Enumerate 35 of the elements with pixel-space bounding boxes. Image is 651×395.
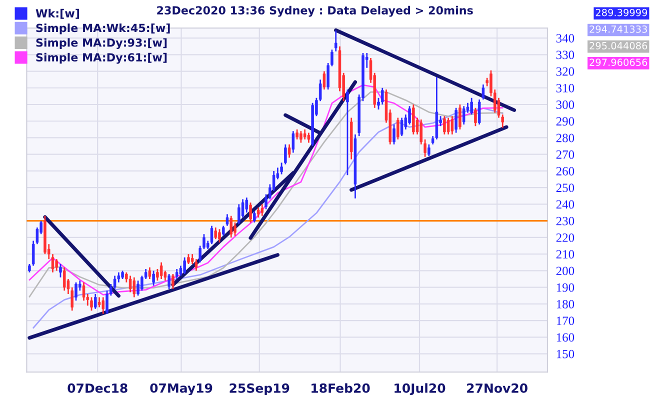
x-tick-label: 07Dec18 <box>68 383 128 393</box>
y-tick-label: 230 <box>556 216 574 226</box>
legend-label: Simple MA:Dy:93:[w] <box>36 38 167 50</box>
y-tick-label: 160 <box>556 333 574 342</box>
x-tick-label: 07May19 <box>150 383 212 395</box>
y-tick-label: 240 <box>556 200 574 209</box>
y-tick-label: 180 <box>556 300 574 308</box>
legend-label: Simple MA:Dy:61:[w] <box>36 52 167 64</box>
y-tick-label: 170 <box>556 316 574 326</box>
y-tick-label: 330 <box>556 50 574 60</box>
y-tick-label: 280 <box>556 134 574 142</box>
text: 294.741333 <box>590 25 647 33</box>
y-tick-label: 300 <box>556 100 574 109</box>
legend-label: Wk:[w] <box>36 8 80 19</box>
y-tick-label: 200 <box>556 266 574 276</box>
text: 297.960656 <box>590 58 648 66</box>
y-tick-label: 310 <box>556 84 574 92</box>
y-tick-label: 320 <box>556 67 574 76</box>
x-tick-label: 18Feb20 <box>312 383 370 393</box>
text: 289.39999 <box>596 8 648 16</box>
x-tick-label: 10Jul20 <box>394 383 446 395</box>
y-tick-label: 210 <box>556 250 574 259</box>
text: 295.044086 <box>590 42 648 50</box>
x-tick-label: 27Nov20 <box>467 383 528 393</box>
y-tick-label: 270 <box>556 150 574 159</box>
y-tick-label: 220 <box>556 233 574 242</box>
x-tick-label: 25Sep19 <box>230 383 290 395</box>
y-tick-label: 250 <box>556 184 574 192</box>
y-tick-label: 290 <box>556 117 574 126</box>
y-tick-label: 150 <box>556 350 574 358</box>
y-tick-label: 340 <box>556 34 574 42</box>
y-tick-label: 190 <box>556 283 574 292</box>
y-tick-label: 260 <box>556 167 574 176</box>
chart-title: 23Dec2020 13:36 Sydney : Data Delayed > 20mins <box>157 6 473 17</box>
legend-label: Simple MA:Wk:45:[w] <box>36 24 170 34</box>
